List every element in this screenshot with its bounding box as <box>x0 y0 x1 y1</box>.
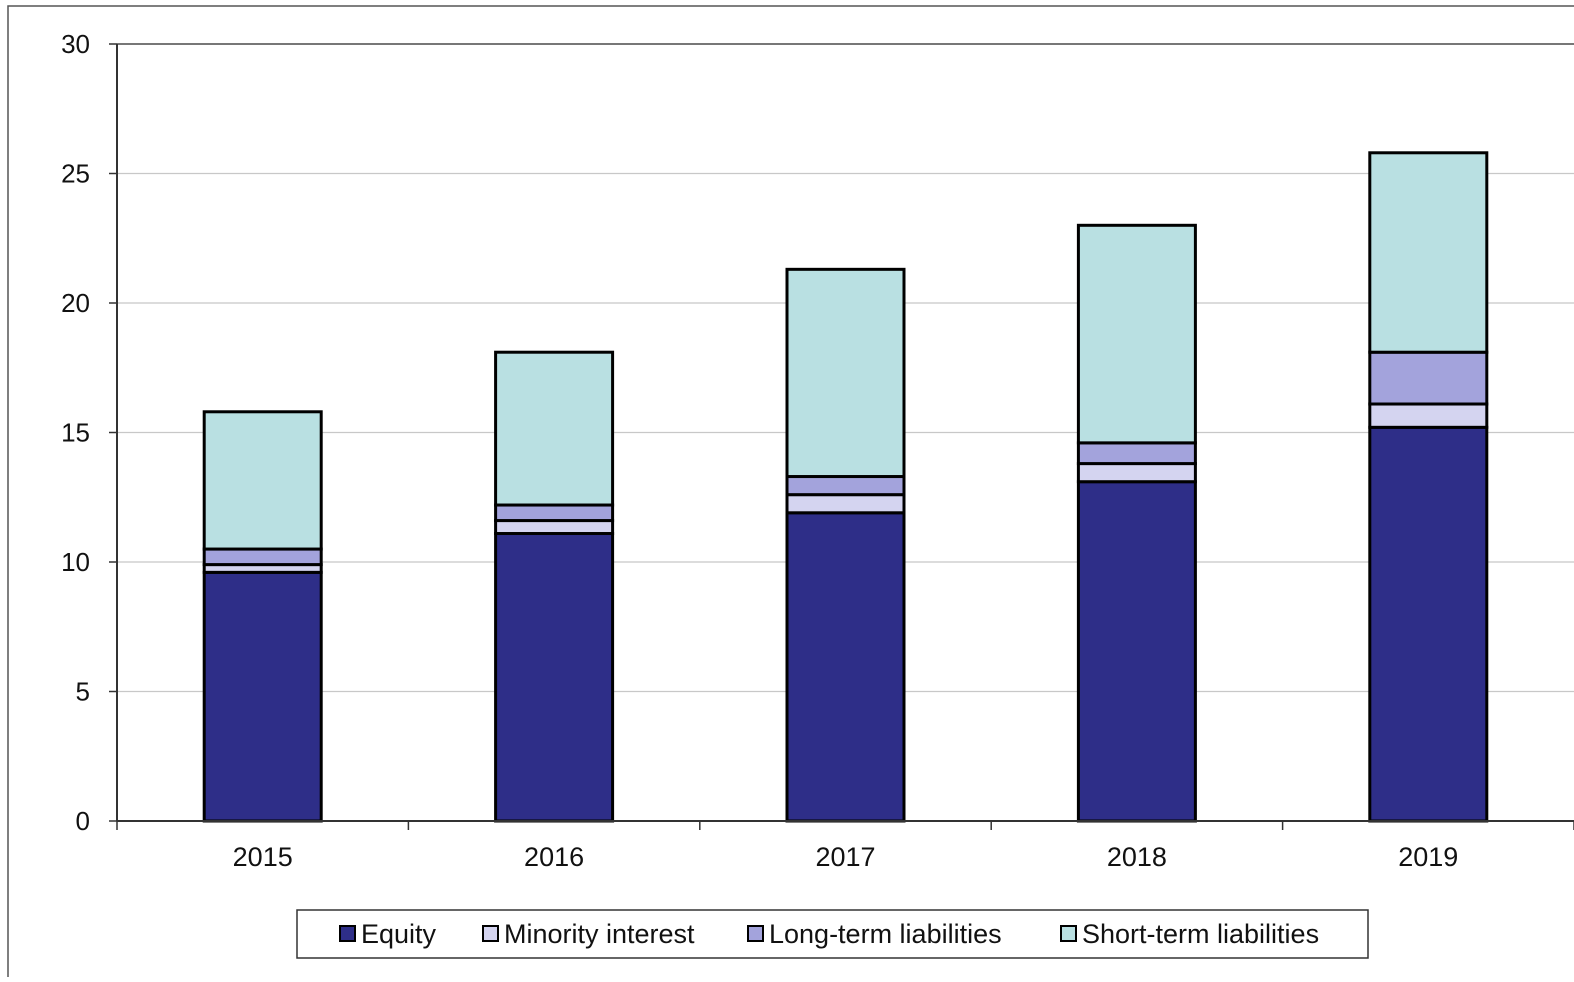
bar-segment <box>1076 441 1197 466</box>
bars <box>202 151 1489 823</box>
bar-segment <box>785 267 906 479</box>
x-tick-label: 2017 <box>815 842 875 872</box>
bar-segment <box>494 532 615 823</box>
bar-segment <box>494 350 615 507</box>
legend-label: Long-term liabilities <box>769 919 1002 949</box>
legend-swatch <box>482 925 499 942</box>
y-tick-label: 15 <box>61 418 90 448</box>
bar-segment <box>1076 480 1197 823</box>
axes <box>109 43 1574 830</box>
bar-segment <box>1368 402 1489 429</box>
x-tick-label: 2015 <box>233 842 293 872</box>
y-tick-label: 25 <box>61 159 90 189</box>
bar-segment <box>1368 425 1489 823</box>
bar-segment <box>785 493 906 515</box>
x-tick-label: 2018 <box>1107 842 1167 872</box>
bar-segment <box>202 570 323 823</box>
x-tick-labels: 2015 2016 2017 2018 2019 <box>233 842 1459 872</box>
bar-segment <box>1076 462 1197 484</box>
x-tick-label: 2019 <box>1398 842 1458 872</box>
y-tick-labels: 0 5 10 15 20 25 30 <box>61 29 90 836</box>
y-tick-label: 0 <box>76 806 90 836</box>
legend-label: Equity <box>361 919 437 949</box>
y-tick-label: 20 <box>61 288 90 318</box>
bar-segment <box>785 511 906 823</box>
bar-segment <box>494 519 615 536</box>
x-tick-label: 2016 <box>524 842 584 872</box>
legend: Equity Minority interest Long-term liabili… <box>296 909 1369 959</box>
bar-segment <box>202 410 323 551</box>
bar-segment <box>494 503 615 523</box>
y-tick-label: 10 <box>61 547 90 577</box>
legend-label: Minority interest <box>504 919 695 949</box>
bar-segment <box>785 475 906 497</box>
bar-segment <box>202 547 323 567</box>
legend-label: Short-term liabilities <box>1082 919 1319 949</box>
bar-segment <box>1076 223 1197 445</box>
y-tick-label: 5 <box>76 677 90 707</box>
y-tick-label: 30 <box>61 29 90 59</box>
legend-swatch <box>747 925 764 942</box>
bar-segment <box>1368 350 1489 406</box>
bar-segment <box>1368 151 1489 354</box>
legend-swatch <box>1060 925 1077 942</box>
legend-box <box>296 909 1369 959</box>
legend-swatch <box>339 925 356 942</box>
